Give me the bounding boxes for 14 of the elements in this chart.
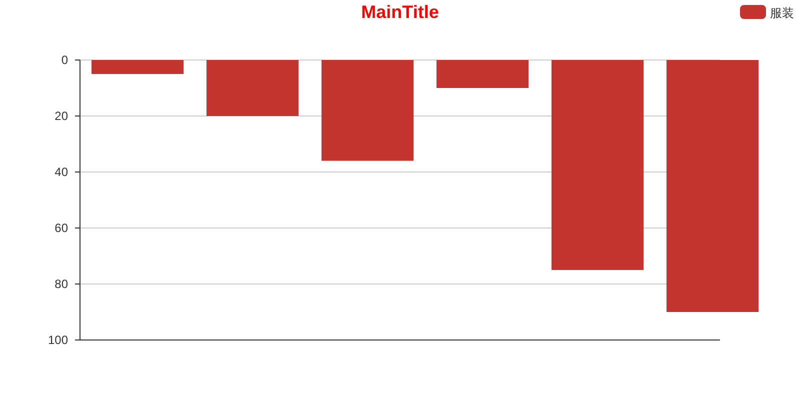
bar xyxy=(206,60,298,116)
y-tick-label: 0 xyxy=(61,53,68,67)
y-tick-label: 80 xyxy=(54,277,68,291)
y-tick-label: 40 xyxy=(54,165,68,179)
legend-label: 服装 xyxy=(770,6,794,20)
bar xyxy=(436,60,528,88)
bar xyxy=(322,60,414,161)
bar xyxy=(552,60,644,270)
y-tick-label: 100 xyxy=(48,333,68,347)
y-tick-label: 60 xyxy=(54,221,68,235)
chart-title: MainTitle xyxy=(361,2,439,22)
bar xyxy=(92,60,184,74)
bar xyxy=(666,60,758,312)
y-tick-label: 20 xyxy=(54,109,68,123)
